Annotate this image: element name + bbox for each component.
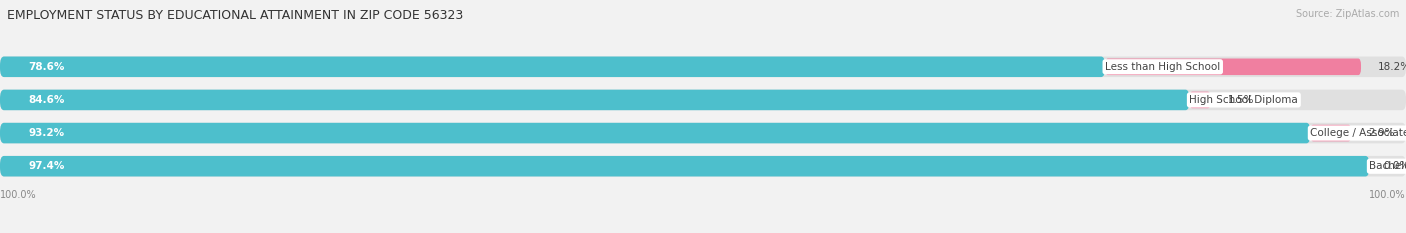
Text: 18.2%: 18.2% xyxy=(1378,62,1406,72)
Text: 84.6%: 84.6% xyxy=(28,95,65,105)
FancyBboxPatch shape xyxy=(0,156,1369,176)
Text: 78.6%: 78.6% xyxy=(28,62,65,72)
FancyBboxPatch shape xyxy=(1189,92,1211,108)
FancyBboxPatch shape xyxy=(0,90,1189,110)
FancyBboxPatch shape xyxy=(1105,58,1361,75)
Text: Bachelor's Degree or higher: Bachelor's Degree or higher xyxy=(1369,161,1406,171)
Text: Source: ZipAtlas.com: Source: ZipAtlas.com xyxy=(1295,9,1399,19)
FancyBboxPatch shape xyxy=(0,123,1310,143)
Text: EMPLOYMENT STATUS BY EDUCATIONAL ATTAINMENT IN ZIP CODE 56323: EMPLOYMENT STATUS BY EDUCATIONAL ATTAINM… xyxy=(7,9,464,22)
Text: College / Associate Degree: College / Associate Degree xyxy=(1310,128,1406,138)
Text: High School Diploma: High School Diploma xyxy=(1189,95,1298,105)
Text: 97.4%: 97.4% xyxy=(28,161,65,171)
FancyBboxPatch shape xyxy=(0,90,1406,110)
FancyBboxPatch shape xyxy=(1310,125,1351,141)
Text: 2.9%: 2.9% xyxy=(1368,128,1395,138)
FancyBboxPatch shape xyxy=(0,123,1406,143)
Text: 93.2%: 93.2% xyxy=(28,128,65,138)
FancyBboxPatch shape xyxy=(0,57,1406,77)
Text: Less than High School: Less than High School xyxy=(1105,62,1220,72)
Text: 0.0%: 0.0% xyxy=(1384,161,1406,171)
FancyBboxPatch shape xyxy=(0,156,1406,176)
FancyBboxPatch shape xyxy=(0,57,1105,77)
Text: 100.0%: 100.0% xyxy=(1369,190,1406,200)
Text: 100.0%: 100.0% xyxy=(0,190,37,200)
Text: 1.5%: 1.5% xyxy=(1227,95,1254,105)
